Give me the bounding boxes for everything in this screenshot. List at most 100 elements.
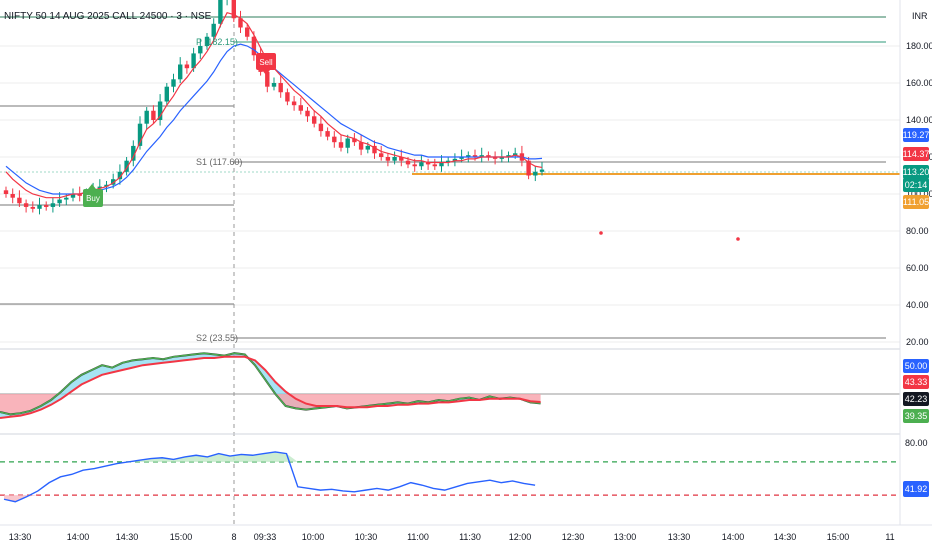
candle	[164, 83, 169, 106]
rsi-axis-tick: 80.00	[905, 438, 928, 448]
osc-label: 39.35	[903, 409, 929, 423]
candle	[372, 140, 377, 159]
candle	[305, 107, 310, 122]
price-labels: 119.27 114.37 113.20 02:14 111.05	[903, 128, 930, 209]
sell-signal[interactable]: Sell	[256, 53, 276, 75]
candle	[452, 153, 458, 167]
candle	[499, 149, 504, 163]
marker-dot	[599, 231, 603, 235]
candle	[3, 186, 9, 198]
candle	[184, 60, 190, 74]
rsi-value-label: 41.92	[903, 481, 929, 497]
candle	[117, 164, 123, 185]
grid	[0, 45, 900, 343]
candle	[338, 134, 344, 152]
candle	[218, 0, 223, 28]
candle	[30, 201, 35, 213]
time-tick: 09:33	[254, 532, 277, 542]
buy-signal[interactable]: Buy	[83, 184, 103, 207]
candle	[226, 0, 228, 6]
osc-label: 43.33	[903, 375, 929, 389]
candle	[17, 190, 22, 207]
candle	[238, 10, 243, 34]
time-tick: 12:00	[509, 532, 532, 542]
time-tick: 14:00	[722, 532, 745, 542]
svg-text:111.05: 111.05	[903, 197, 929, 207]
candle	[385, 153, 391, 167]
candle	[23, 199, 29, 213]
candle	[204, 33, 210, 50]
svg-text:43.33: 43.33	[905, 377, 928, 387]
candle	[425, 158, 431, 170]
candle	[446, 157, 451, 167]
price-axis[interactable]: 180.00160.00140.00120.00100.0080.0060.00…	[906, 41, 932, 347]
candle	[332, 131, 337, 148]
time-axis[interactable]: 13:30 14:00 14:30 15:00 8 09:33 10:00 10:30 11:0…	[9, 532, 895, 542]
time-tick: 13:00	[614, 532, 637, 542]
candle	[345, 134, 350, 154]
candle	[144, 107, 149, 130]
candle	[392, 151, 397, 165]
price-tick: 140.00	[906, 115, 932, 125]
svg-text:41.92: 41.92	[905, 484, 928, 494]
candle	[486, 151, 491, 161]
candle	[318, 116, 324, 137]
osc-label: 42.23	[903, 392, 929, 406]
candle	[399, 149, 404, 167]
time-tick: 11	[885, 532, 894, 542]
candle	[198, 38, 203, 59]
buy-signal-label: Buy	[86, 194, 100, 203]
candle	[151, 105, 156, 124]
candle	[157, 94, 163, 126]
ema-fast-line	[5, 11, 543, 199]
osc-labels: 50.00 43.33 42.23 39.35	[903, 359, 929, 423]
marker-dot	[736, 237, 740, 241]
candle	[131, 140, 136, 167]
svg-text:42.23: 42.23	[905, 394, 928, 404]
rsi-pane	[0, 451, 900, 503]
candle	[211, 18, 216, 43]
candle	[533, 166, 538, 182]
s1-label: S1 (117.60)	[196, 157, 242, 167]
candle	[271, 77, 277, 91]
time-tick: 10:00	[302, 532, 325, 542]
pivot-label: P (182.15)	[196, 37, 238, 47]
price-tick: 40.00	[906, 300, 929, 310]
osc-label: 50.00	[903, 359, 929, 373]
price-tick: 180.00	[906, 41, 932, 51]
candle	[245, 23, 250, 41]
time-tick: 11:00	[407, 532, 429, 542]
candle	[358, 134, 364, 156]
price-tick: 100.00	[906, 189, 932, 199]
time-tick: 8	[231, 532, 236, 542]
osc-line-green	[0, 352, 541, 416]
time-tick: 15:00	[170, 532, 193, 542]
rsi-oversold-fill	[4, 495, 536, 502]
rsi-line	[3, 451, 536, 503]
osc-negative-fill	[0, 394, 541, 415]
candle	[171, 73, 176, 93]
candle	[291, 95, 297, 111]
svg-text:113.20: 113.20	[903, 167, 930, 177]
time-tick: 14:30	[116, 532, 139, 542]
candle	[352, 132, 357, 146]
candle	[325, 127, 330, 141]
time-tick: 12:30	[562, 532, 585, 542]
candle	[137, 116, 143, 150]
time-tick: 10:30	[355, 532, 378, 542]
candle	[178, 57, 183, 83]
svg-text:02:14: 02:14	[905, 180, 928, 190]
price-tick: 20.00	[906, 337, 929, 347]
candle	[37, 197, 42, 215]
sell-signal-label: Sell	[259, 58, 273, 67]
osc-signal-line	[0, 355, 541, 419]
candle	[539, 162, 545, 176]
candles	[3, 0, 545, 215]
time-tick: 15:00	[827, 532, 850, 542]
candle	[278, 75, 283, 98]
candle	[231, 0, 236, 22]
time-tick: 14:00	[67, 532, 90, 542]
svg-text:114.37: 114.37	[903, 149, 930, 159]
price-label: 111.05	[903, 195, 929, 209]
